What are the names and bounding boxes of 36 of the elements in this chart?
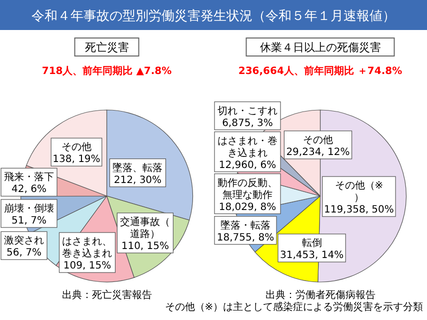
- text: その他（※）は主として感染症による労働災害を示す分類: [164, 301, 424, 313]
- chart-title: 休業４日以上の死傷災害: [260, 41, 381, 54]
- slice-label: 交通事故（道路）: [120, 216, 170, 240]
- text: 令和４年事故の型別労働災害発生状況（令和５年１月速報値）: [32, 8, 396, 24]
- slice-label: 激突され: [4, 234, 44, 247]
- slice-label: その他: [61, 141, 92, 154]
- data-label: 31,453, 14%: [280, 250, 344, 261]
- slice-label: はさまれ・巻き込まれ: [218, 134, 278, 159]
- slice-label: 崩壊・倒壊: [4, 202, 54, 214]
- data-label: 18,029, 8%: [218, 202, 276, 213]
- source-note: 出典：労働者死傷病報告: [265, 289, 376, 301]
- data-label: 110, 15%: [121, 240, 170, 252]
- chart-title: 死亡災害: [84, 41, 129, 54]
- data-label: 42, 6%: [12, 184, 46, 196]
- data-label: 6,875, 3%: [222, 118, 273, 129]
- chart-subtitle: 236,664人、前年同期比 ＋74.8%: [238, 65, 402, 77]
- slice-label: 飛来・落下: [4, 171, 54, 184]
- slice-label: 転倒: [302, 238, 322, 249]
- data-label: 109, 15%: [63, 260, 112, 272]
- slice-label: 墜落、転落: [112, 162, 163, 174]
- slice-label: 切れ・こすれ: [218, 104, 278, 117]
- source-note: 出典：死亡災害報告: [62, 289, 152, 301]
- slice-label: その他（※）: [334, 180, 384, 204]
- chart-subtitle: 718人、前年同期比 ▲7.8%: [42, 65, 172, 77]
- slice-label: その他: [302, 134, 333, 146]
- data-label: 18,755, 8%: [216, 232, 274, 244]
- slice-label: 墜落・転落: [220, 219, 270, 232]
- data-label: 51, 7%: [12, 215, 46, 226]
- slice-label: はさまれ、巻き込まれ: [62, 236, 112, 260]
- data-label: 119,358, 50%: [324, 204, 394, 216]
- data-label: 12,960, 6%: [218, 160, 276, 171]
- data-label: 212, 30%: [114, 174, 162, 186]
- data-label: 138, 19%: [52, 154, 100, 166]
- data-label: 56, 7%: [6, 248, 42, 259]
- data-label: 29,234, 12%: [286, 146, 350, 158]
- slice-label: 動作の反動、無理な動作: [218, 176, 278, 201]
